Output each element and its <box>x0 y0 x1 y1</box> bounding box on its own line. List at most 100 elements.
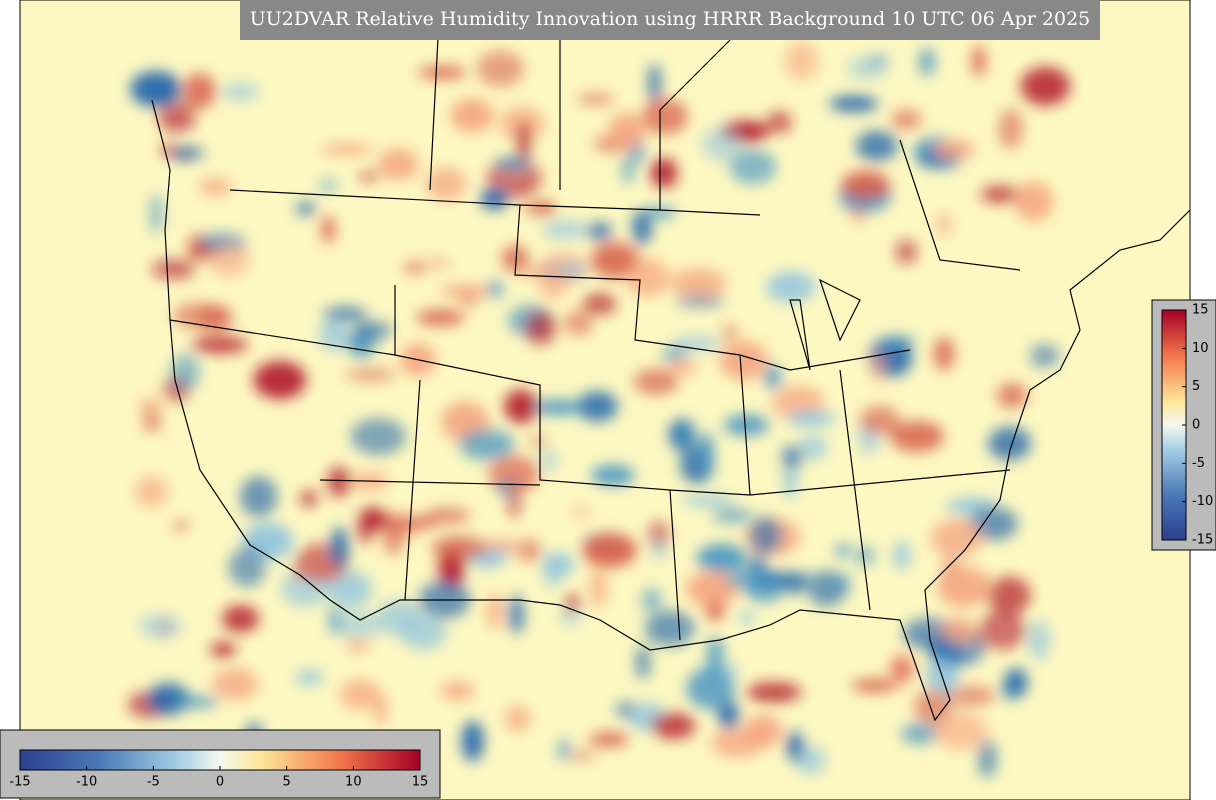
field-blob <box>998 108 1023 150</box>
field-blob <box>717 701 740 730</box>
field-blob <box>766 271 816 303</box>
field-blob <box>300 491 318 507</box>
field-blob <box>187 233 205 263</box>
field-blob <box>440 681 475 701</box>
innovation-field <box>128 41 1071 778</box>
tick-label: 5 <box>1192 379 1200 394</box>
tick-label: -15 <box>1192 533 1213 548</box>
field-blob <box>292 564 343 582</box>
field-blob <box>590 464 635 486</box>
tick-label: -15 <box>9 775 30 790</box>
field-blob <box>972 44 986 78</box>
field-blob <box>319 318 350 352</box>
field-blob <box>329 570 372 608</box>
tick-label: 0 <box>1192 418 1200 433</box>
tick-label: -10 <box>76 775 97 790</box>
field-blob <box>170 353 201 391</box>
field-blob <box>1028 620 1051 661</box>
field-blob <box>400 615 447 650</box>
field-blob <box>529 435 547 448</box>
field-blob <box>889 420 945 453</box>
field-blob <box>239 476 278 518</box>
tick-label: 5 <box>283 775 291 790</box>
field-blob <box>418 65 467 79</box>
field-blob <box>996 382 1028 409</box>
field-blob <box>440 284 491 299</box>
great-lakes <box>789 278 861 371</box>
tick-label: 0 <box>216 775 224 790</box>
field-blob <box>151 259 196 279</box>
field-blob <box>373 692 388 727</box>
field-blob <box>806 570 847 607</box>
field-blob <box>988 426 1032 461</box>
field-blob <box>582 293 617 315</box>
field-blob <box>893 540 911 571</box>
field-blob <box>589 732 629 747</box>
field-blob <box>504 389 539 424</box>
field-blob <box>829 95 879 112</box>
field-blob <box>158 101 196 134</box>
field-blob <box>868 54 889 66</box>
field-blob <box>476 50 524 87</box>
field-blob <box>933 712 988 751</box>
field-blob <box>941 616 976 645</box>
field-blob <box>211 668 259 701</box>
field-blob <box>589 568 608 608</box>
field-blob <box>147 683 190 715</box>
tick-label: -5 <box>1192 456 1205 471</box>
field-blob <box>1029 344 1060 368</box>
tick-label: 15 <box>1192 303 1209 318</box>
field-blob <box>345 367 396 382</box>
field-blob <box>968 506 1018 541</box>
field-blob <box>615 701 636 718</box>
field-blob <box>569 750 596 761</box>
field-blob <box>642 98 688 135</box>
field-blob <box>635 645 651 680</box>
field-blob <box>626 257 670 298</box>
field-blob <box>670 268 727 298</box>
field-blob <box>431 535 488 561</box>
field-blob <box>937 566 992 608</box>
field-blob <box>686 571 739 607</box>
field-blob <box>705 601 726 621</box>
field-blob <box>650 157 678 189</box>
field-blob <box>761 571 812 585</box>
field-blob <box>450 98 494 133</box>
field-blob <box>538 262 567 301</box>
field-blob <box>525 200 557 216</box>
field-blob <box>352 321 393 340</box>
field-blob <box>330 612 384 639</box>
field-blob <box>295 201 316 216</box>
field-blob <box>869 351 886 382</box>
field-blob <box>986 576 1031 615</box>
field-blob <box>711 507 753 524</box>
field-blob <box>253 360 307 400</box>
field-blob <box>521 267 544 278</box>
field-blob <box>918 47 936 77</box>
field-blob <box>746 682 802 703</box>
field-blob <box>327 466 352 498</box>
field-blob <box>651 712 696 739</box>
field-blob <box>641 587 662 613</box>
field-blob <box>631 209 653 246</box>
field-blob <box>210 641 237 658</box>
boundaries <box>151 0 1190 722</box>
field-blob <box>559 608 582 626</box>
field-blob <box>426 258 450 269</box>
field-blob <box>860 405 900 435</box>
tick-label: 10 <box>1192 341 1209 356</box>
field-blob <box>459 428 515 461</box>
field-blob <box>661 347 688 362</box>
field-blob <box>496 480 514 496</box>
field-blob <box>198 177 232 197</box>
field-blob <box>172 519 190 531</box>
field-blob <box>377 148 419 181</box>
field-blob <box>932 140 976 158</box>
field-blob <box>541 552 575 577</box>
field-blob <box>719 340 768 381</box>
field-blob <box>1005 667 1028 698</box>
field-blob <box>633 368 679 396</box>
field-blob <box>980 185 1023 204</box>
field-blob <box>895 239 917 264</box>
field-blob <box>221 82 260 101</box>
